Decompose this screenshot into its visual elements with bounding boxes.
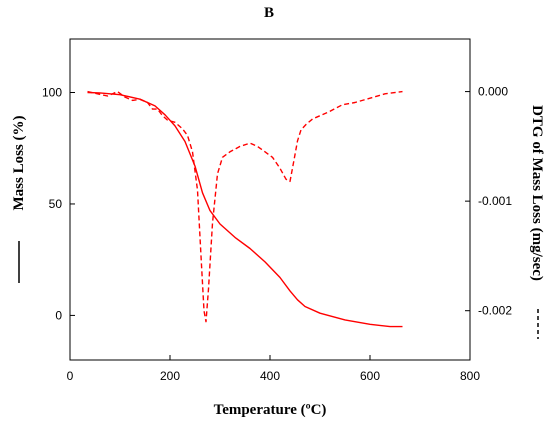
dtg-series-line — [87, 90, 403, 323]
x-axis-title: Temperature (ºC) — [214, 402, 327, 418]
x-tick-label: 0 — [67, 369, 74, 383]
x-tick-label: 600 — [360, 369, 380, 383]
right-axis-ticks: 0.000 -0.001 -0.002 — [465, 85, 512, 318]
x-axis-ticks: 0 200 400 600 800 — [67, 355, 480, 383]
left-axis-title: Mass Loss (%) — [11, 115, 27, 210]
left-tick-label: 50 — [49, 197, 63, 211]
right-axis-title: DTG of Mass Loss (mg/sec) — [529, 105, 545, 281]
left-tick-label: 0 — [55, 308, 62, 322]
right-tick-label: -0.002 — [478, 304, 512, 318]
series-layer — [87, 90, 403, 328]
mass-loss-series-line — [87, 91, 403, 328]
left-axis-ticks: 0 50 100 — [42, 86, 75, 322]
right-tick-label: 0.000 — [478, 85, 508, 99]
x-tick-label: 800 — [460, 369, 480, 383]
chart-title: B — [264, 5, 274, 21]
x-tick-label: 200 — [160, 369, 180, 383]
plot-frame — [69, 38, 471, 361]
left-tick-label: 100 — [42, 86, 62, 100]
x-tick-label: 400 — [260, 369, 280, 383]
right-tick-label: -0.001 — [478, 194, 512, 208]
